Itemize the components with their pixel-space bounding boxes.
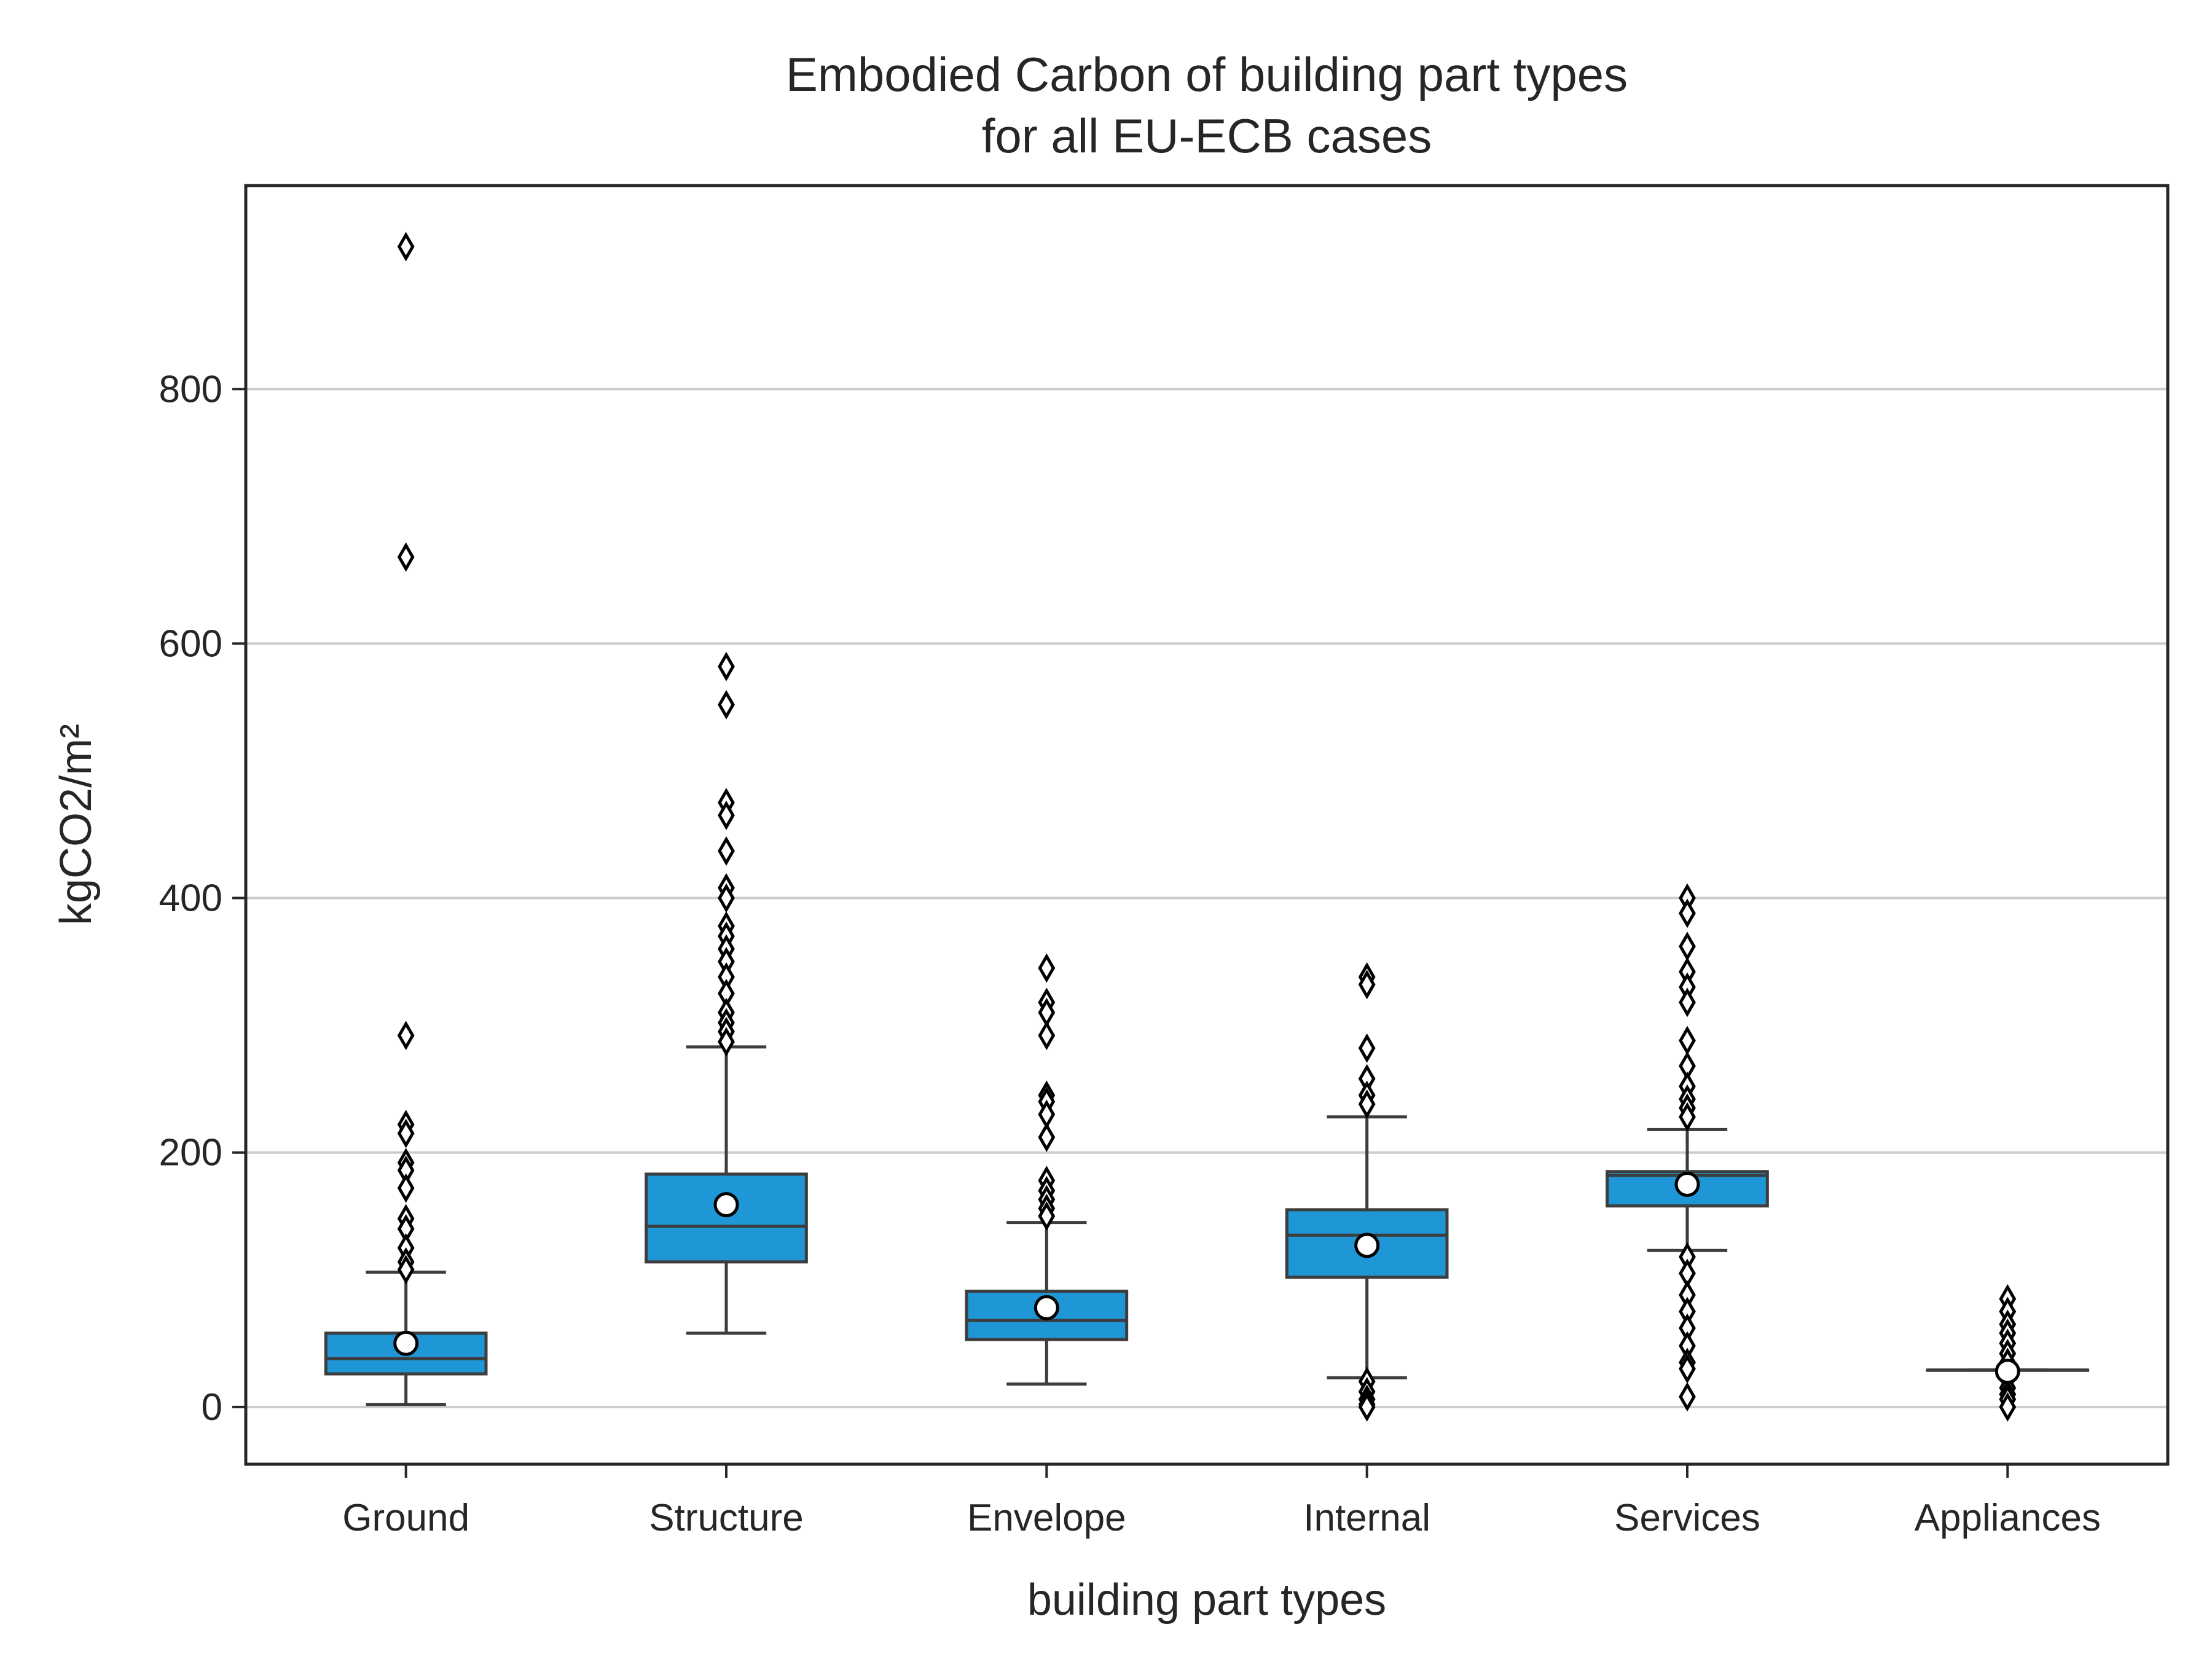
chart-title-line-1: Embodied Carbon of building part types: [786, 47, 1628, 101]
y-tick-label-600: 600: [159, 622, 222, 665]
outlier-ground-12: [397, 1255, 415, 1285]
box-group-ground: [324, 232, 488, 1406]
outlier-services-5: [1679, 987, 1696, 1018]
outlier-internal-10: [1358, 1392, 1376, 1422]
outlier-structure-1: [718, 689, 735, 720]
box-group-services: [1606, 883, 1769, 1412]
outlier-structure-6: [718, 883, 735, 913]
box-group-envelope: [965, 953, 1129, 1386]
outlier-structure-0: [718, 651, 735, 681]
y-axis-label: kgCO2/m²: [52, 724, 101, 925]
outlier-envelope-7: [1038, 1122, 1056, 1152]
box-group-structure: [645, 651, 808, 1335]
outlier-services-1: [1679, 898, 1696, 928]
outlier-ground-7: [397, 1173, 415, 1203]
outlier-services-19: [1679, 1354, 1696, 1384]
outlier-envelope-3: [1038, 1021, 1056, 1051]
mean-marker-internal: [1354, 1233, 1380, 1258]
outlier-internal-5: [1358, 1089, 1376, 1119]
outlier-envelope-12: [1038, 1201, 1056, 1231]
outlier-ground-2: [397, 1021, 415, 1051]
mean-marker-services: [1674, 1171, 1700, 1197]
outlier-ground-4: [397, 1118, 415, 1148]
outlier-ground-0: [397, 232, 415, 262]
x-axis-ticks: Ground Structure Envelope Internal Services A…: [342, 1464, 2101, 1539]
x-tick-label-appliances: Appliances: [1915, 1497, 2101, 1539]
outlier-services-6: [1679, 1026, 1696, 1056]
mean-marker-envelope: [1033, 1295, 1059, 1320]
x-tick-label-internal: Internal: [1303, 1497, 1430, 1539]
x-tick-label-services: Services: [1614, 1497, 1760, 1539]
mean-marker-appliances: [1994, 1359, 2020, 1384]
box-group-internal: [1285, 962, 1449, 1422]
mean-marker-structure: [713, 1192, 739, 1218]
plot-frame: [244, 184, 2170, 1466]
y-tick-label-400: 400: [159, 877, 222, 920]
outlier-internal-2: [1358, 1033, 1376, 1063]
y-tick-label-200: 200: [159, 1132, 222, 1174]
x-tick-label-ground: Ground: [342, 1497, 469, 1539]
outlier-internal-1: [1358, 970, 1376, 1000]
box-series: [324, 232, 2090, 1422]
outlier-structure-3: [718, 800, 735, 830]
outlier-appliances-11: [1999, 1392, 2017, 1422]
x-tick-label-envelope: Envelope: [967, 1497, 1126, 1539]
y-tick-label-0: 0: [202, 1386, 222, 1429]
outlier-structure-4: [718, 836, 735, 866]
y-axis-ticks: 0 200 400 600 800: [159, 368, 246, 1429]
mean-marker-ground: [393, 1330, 419, 1356]
outlier-structure-16: [718, 1027, 735, 1057]
x-axis-label: building part types: [1027, 1575, 1386, 1625]
x-tick-label-structure: Structure: [649, 1497, 804, 1539]
box-structure: [645, 1172, 808, 1264]
outlier-envelope-0: [1038, 953, 1056, 983]
outlier-ground-1: [397, 542, 415, 572]
outlier-services-11: [1679, 1102, 1696, 1132]
gridlines: [246, 388, 2168, 1408]
chart-title-line-2: for all EU-ECB cases: [982, 109, 1432, 163]
y-tick-label-800: 800: [159, 368, 222, 410]
outlier-services-20: [1679, 1382, 1696, 1412]
box-group-appliances: [1926, 1284, 2090, 1422]
outlier-services-2: [1679, 931, 1696, 962]
